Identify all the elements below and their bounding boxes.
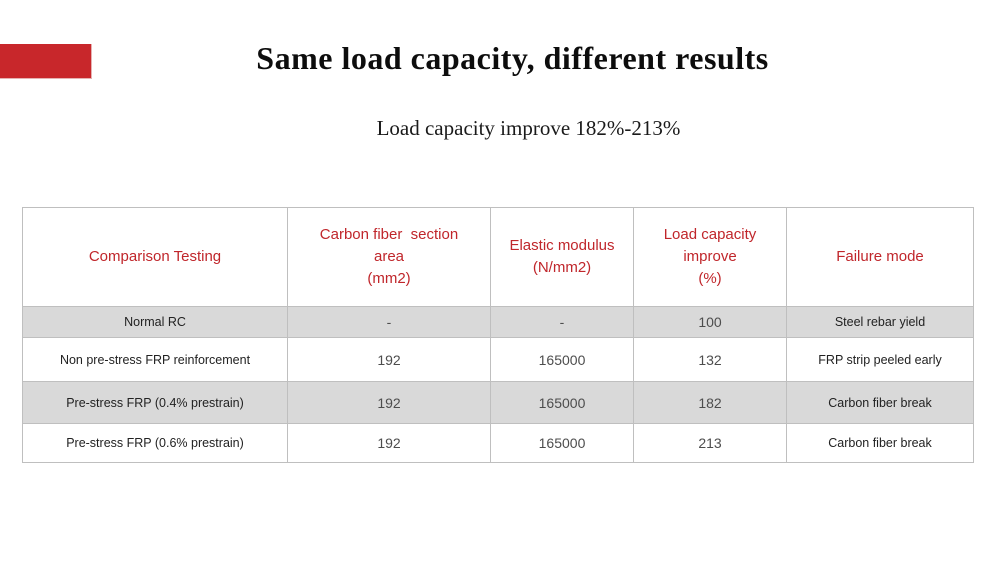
comparison-table: Comparison Testing Carbon fiber section … (22, 207, 974, 463)
table-cell: 192 (287, 337, 491, 382)
table-cell: Steel rebar yield (786, 306, 974, 338)
table-cell: Normal RC (22, 306, 288, 338)
table-cell: 192 (287, 381, 491, 424)
table-cell: - (490, 306, 634, 338)
table-cell: 100 (633, 306, 787, 338)
table-cell: Pre-stress FRP (0.4% prestrain) (22, 381, 288, 424)
table-cell: 165000 (490, 423, 634, 463)
slide-title: Same load capacity, different results (256, 40, 769, 76)
table-cell: Carbon fiber break (786, 381, 974, 424)
table-cell: 182 (633, 381, 787, 424)
table-cell: - (287, 306, 491, 338)
table-cell: Non pre-stress FRP reinforcement (22, 337, 288, 382)
table-cell: 192 (287, 423, 491, 463)
table-cell: 165000 (490, 381, 634, 424)
table-cell: Carbon fiber break (786, 423, 974, 463)
column-header-failure-mode: Failure mode (786, 207, 974, 307)
table-cell: 132 (633, 337, 787, 382)
accent-bar (0, 44, 92, 79)
table-cell: FRP strip peeled early (786, 337, 974, 382)
table-row: Non pre-stress FRP reinforcement 192 165… (22, 337, 974, 382)
slide-subtitle: Load capacity improve 182%-213% (376, 116, 681, 140)
column-header-load-capacity-improve: Load capacity improve (%) (633, 207, 787, 307)
table-row: Pre-stress FRP (0.6% prestrain) 192 1650… (22, 423, 974, 463)
table-cell: 165000 (490, 337, 634, 382)
column-header-elastic-modulus: Elastic modulus (N/mm2) (490, 207, 634, 307)
table-cell: Pre-stress FRP (0.6% prestrain) (22, 423, 288, 463)
table-header-row: Comparison Testing Carbon fiber section … (22, 207, 974, 307)
column-header-carbon-fiber-section-area: Carbon fiber section area (mm2) (287, 207, 491, 307)
column-header-comparison-testing: Comparison Testing (22, 207, 288, 307)
table-row: Normal RC - - 100 Steel rebar yield (22, 306, 974, 338)
table-row: Pre-stress FRP (0.4% prestrain) 192 1650… (22, 381, 974, 424)
table-cell: 213 (633, 423, 787, 463)
